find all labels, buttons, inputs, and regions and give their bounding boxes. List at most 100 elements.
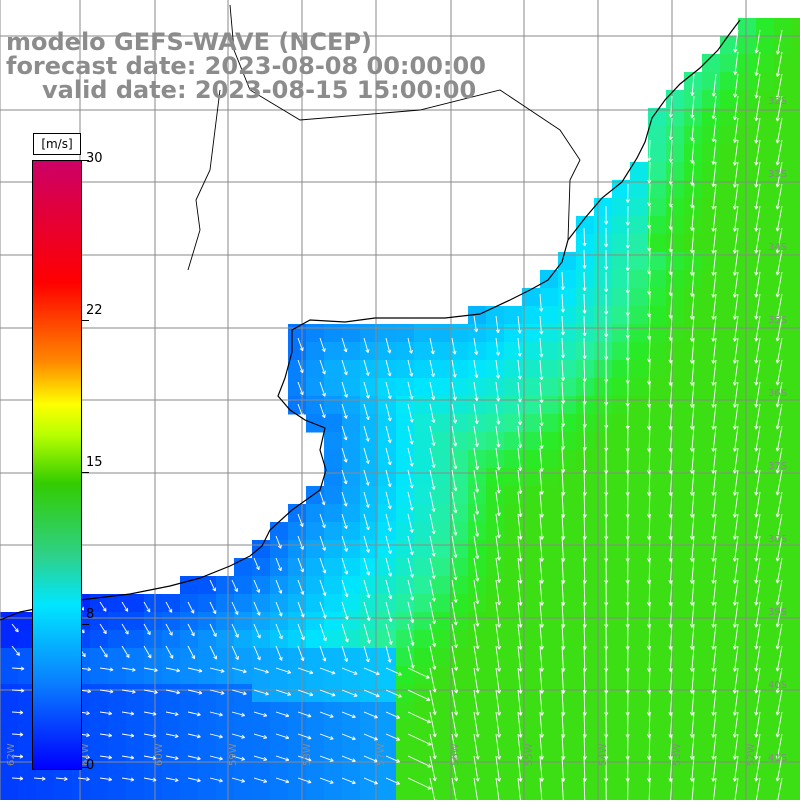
wind-speed-cell [630, 378, 649, 397]
wind-speed-cell [792, 414, 800, 433]
wind-speed-cell [522, 504, 541, 523]
wind-speed-cell [774, 792, 793, 800]
wind-speed-cell [558, 774, 577, 793]
wind-speed-cell [738, 72, 757, 91]
wind-speed-cell [522, 342, 541, 361]
wind-speed-cell [504, 774, 523, 793]
wind-speed-cell [108, 666, 127, 685]
wind-speed-cell [288, 594, 307, 613]
wind-speed-cell [378, 522, 397, 541]
wind-speed-cell [558, 288, 577, 307]
wind-speed-cell [684, 792, 703, 800]
wind-speed-cell [540, 360, 559, 379]
wind-speed-cell [738, 432, 757, 451]
wind-speed-cell [648, 792, 667, 800]
wind-speed-cell [450, 342, 469, 361]
legend-label-30: 30 [86, 151, 103, 166]
wind-speed-cell [234, 558, 253, 577]
wind-speed-cell [198, 630, 217, 649]
wind-speed-cell [558, 270, 577, 289]
wind-speed-cell [702, 198, 721, 217]
wind-speed-cell [630, 288, 649, 307]
wind-speed-cell [432, 324, 451, 343]
wind-speed-cell [792, 450, 800, 469]
wind-speed-cell [756, 414, 775, 433]
wind-speed-cell [702, 324, 721, 343]
wind-speed-cell [180, 594, 199, 613]
wind-speed-cell [792, 198, 800, 217]
wind-speed-cell [414, 540, 433, 559]
wind-speed-cell [738, 198, 757, 217]
wind-arrow-head [287, 673, 290, 674]
wind-speed-cell [306, 594, 325, 613]
wind-speed-cell [432, 378, 451, 397]
wind-speed-cell [396, 540, 415, 559]
wind-speed-cell [648, 414, 667, 433]
legend-unit: [m/s] [33, 133, 81, 155]
wind-speed-cell [306, 720, 325, 739]
legend-label-15: 15 [86, 455, 103, 470]
wind-speed-cell [126, 792, 145, 800]
wind-speed-cell [702, 576, 721, 595]
wind-speed-cell [108, 612, 127, 631]
wind-speed-cell [198, 738, 217, 757]
wind-speed-cell [252, 774, 271, 793]
wind-speed-cell [702, 360, 721, 379]
wind-speed-cell [702, 558, 721, 577]
wind-speed-cell [540, 324, 559, 343]
wind-speed-cell [522, 540, 541, 559]
wind-speed-cell [630, 576, 649, 595]
wind-speed-cell [324, 702, 343, 721]
wind-speed-cell [324, 738, 343, 757]
wind-speed-cell [738, 702, 757, 721]
wind-speed-cell [738, 576, 757, 595]
wind-speed-cell [792, 108, 800, 127]
wind-speed-cell [108, 792, 127, 800]
wind-speed-cell [756, 324, 775, 343]
wind-speed-cell [288, 396, 307, 415]
wind-speed-cell [702, 396, 721, 415]
wind-speed-cell [702, 522, 721, 541]
wind-speed-cell [540, 630, 559, 649]
wind-speed-cell [594, 540, 613, 559]
wind-speed-cell [576, 450, 595, 469]
wind-arrow-head [287, 695, 290, 696]
wind-speed-cell [288, 558, 307, 577]
wind-speed-cell [594, 792, 613, 800]
wind-speed-cell [90, 684, 109, 703]
wind-speed-cell [630, 612, 649, 631]
wind-speed-cell [180, 630, 199, 649]
wind-speed-cell [252, 540, 271, 559]
wind-speed-cell [630, 594, 649, 613]
wind-speed-cell [702, 648, 721, 667]
wind-speed-cell [522, 360, 541, 379]
wind-speed-cell [468, 432, 487, 451]
wind-speed-cell [594, 648, 613, 667]
wind-speed-cell [522, 630, 541, 649]
wind-speed-cell [342, 342, 361, 361]
wind-speed-cell [702, 594, 721, 613]
wind-speed-cell [324, 450, 343, 469]
wind-speed-cell [702, 108, 721, 127]
wind-speed-cell [432, 360, 451, 379]
wind-speed-cell [270, 702, 289, 721]
wind-speed-cell [702, 792, 721, 800]
wind-speed-cell [324, 630, 343, 649]
wind-arrow-head [332, 696, 335, 697]
wind-speed-cell [576, 666, 595, 685]
wind-speed-cell [414, 504, 433, 523]
wind-speed-cell [702, 90, 721, 109]
wind-speed-cell [414, 486, 433, 505]
wind-speed-cell [162, 774, 181, 793]
wind-speed-cell [306, 342, 325, 361]
wind-speed-cell [522, 684, 541, 703]
wind-speed-cell [666, 432, 685, 451]
wind-speed-cell [648, 558, 667, 577]
wind-speed-cell [738, 18, 757, 37]
wind-speed-cell [396, 684, 415, 703]
wind-speed-cell [216, 720, 235, 739]
wind-speed-cell [342, 468, 361, 487]
wind-speed-cell [396, 324, 415, 343]
wind-arrow [584, 250, 585, 268]
wind-speed-cell [648, 306, 667, 325]
